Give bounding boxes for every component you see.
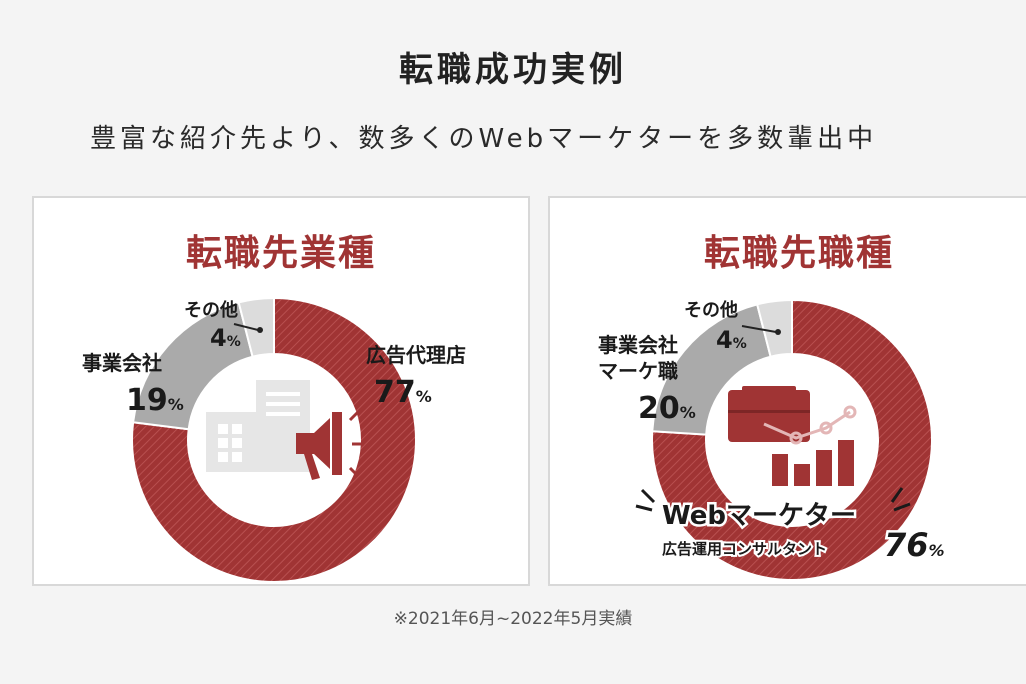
industry-chart-card: 転職先業種: [32, 196, 530, 586]
slice-label-web-marketer: Webマーケター: [662, 501, 856, 531]
slice-label-business: 事業会社: [82, 351, 162, 375]
slice-value-other: 4%: [210, 324, 241, 352]
slice-label-other-r: その他: [684, 299, 738, 321]
megaphone-icon: [296, 410, 364, 480]
burst-marks-icon: [635, 487, 911, 512]
donut-slice-ad-agency: [131, 296, 417, 583]
slice-label-business-marketing-line2: マーケ職: [598, 359, 678, 383]
industry-donut-chart: 広告代理店 77% 事業会社 19% その他 4%: [82, 296, 466, 583]
other-leader-line-r: [741, 325, 777, 333]
occupation-chart-title: 転職先職種: [703, 233, 894, 274]
occupation-donut-chart: 事業会社 マーケ職 20% その他 4% Webマーケター 広告運用コンサルタン…: [598, 298, 947, 581]
occupation-chart-card: 転職先職種 事業会社 マー: [548, 196, 1026, 586]
briefcase-icon: [728, 386, 810, 442]
slice-label-ad-agency: 広告代理店: [366, 343, 466, 367]
industry-chart-title: 転職先業種: [185, 233, 376, 274]
footnote: ※2021年6月~2022年5月実績: [393, 609, 633, 629]
slice-value-business: 19%: [126, 383, 184, 418]
slice-value-web-marketer: 76%: [884, 526, 945, 564]
trend-line-icon: [763, 405, 857, 445]
slice-value-other-r: 4%: [716, 326, 747, 354]
donut-slice-web-marketer: [651, 298, 933, 581]
page-title: 転職成功実例: [399, 50, 627, 90]
building-icon: [206, 380, 310, 472]
slice-value-business-marketing: 20%: [638, 391, 696, 426]
bar-chart-icon: [772, 440, 854, 486]
slice-label-other: その他: [184, 299, 238, 321]
other-leader-dot: [257, 327, 263, 333]
slice-sublabel-web-marketer: 広告運用コンサルタント: [662, 540, 827, 558]
donut-slice-other: [237, 296, 275, 358]
slice-label-business-marketing: 事業会社: [598, 333, 678, 357]
other-leader-dot-r: [775, 329, 781, 335]
slice-value-ad-agency: 77%: [374, 375, 432, 410]
page-subtitle: 豊富な紹介先より、数多くのWebマーケターを多数輩出中: [90, 124, 878, 154]
donut-slice-other: [755, 298, 793, 358]
other-leader-line: [233, 323, 259, 331]
